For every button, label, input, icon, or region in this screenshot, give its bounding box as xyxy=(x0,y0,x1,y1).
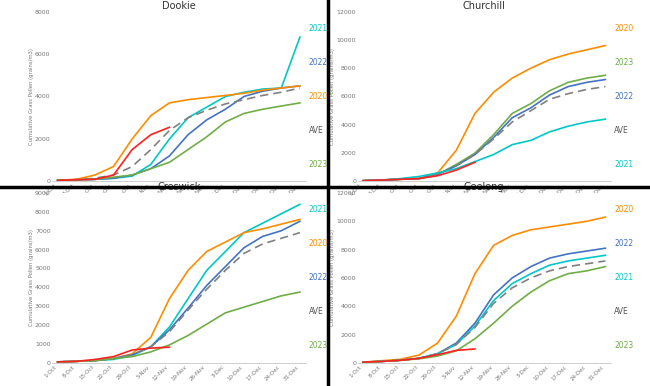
Title: Dookie: Dookie xyxy=(162,1,196,11)
Text: 2020: 2020 xyxy=(614,205,634,215)
Text: 2023: 2023 xyxy=(309,160,328,169)
Text: 2020: 2020 xyxy=(309,92,328,101)
Y-axis label: Cumulative Grass Pollen (grains/m3): Cumulative Grass Pollen (grains/m3) xyxy=(29,229,34,327)
Text: 2023: 2023 xyxy=(614,58,634,67)
Text: 2020: 2020 xyxy=(614,24,634,33)
Text: AVE: AVE xyxy=(309,126,324,135)
Text: 2021: 2021 xyxy=(614,273,633,283)
Text: AVE: AVE xyxy=(614,307,629,317)
Text: AVE: AVE xyxy=(614,126,629,135)
Text: 2021: 2021 xyxy=(309,205,328,215)
Text: 2022: 2022 xyxy=(309,58,328,67)
Text: 2021: 2021 xyxy=(309,24,328,33)
Y-axis label: Cumulative Grass Pollen (grains/m3): Cumulative Grass Pollen (grains/m3) xyxy=(29,48,34,145)
Title: Creswick: Creswick xyxy=(157,182,200,192)
Text: 2021: 2021 xyxy=(614,160,633,169)
Text: 2023: 2023 xyxy=(309,341,328,350)
Y-axis label: Cumulative Grass Pollen (grains/m3): Cumulative Grass Pollen (grains/m3) xyxy=(330,48,335,145)
Text: 2022: 2022 xyxy=(614,239,633,249)
Text: 2022: 2022 xyxy=(614,92,633,101)
Title: Churchill: Churchill xyxy=(463,1,506,11)
Y-axis label: Cumulative Grass Pollen (grains/m3): Cumulative Grass Pollen (grains/m3) xyxy=(330,229,335,327)
Title: Geelong: Geelong xyxy=(464,182,504,192)
Text: 2022: 2022 xyxy=(309,273,328,283)
Text: 2020: 2020 xyxy=(309,239,328,249)
Text: 2023: 2023 xyxy=(614,341,634,350)
Text: AVE: AVE xyxy=(309,307,324,317)
